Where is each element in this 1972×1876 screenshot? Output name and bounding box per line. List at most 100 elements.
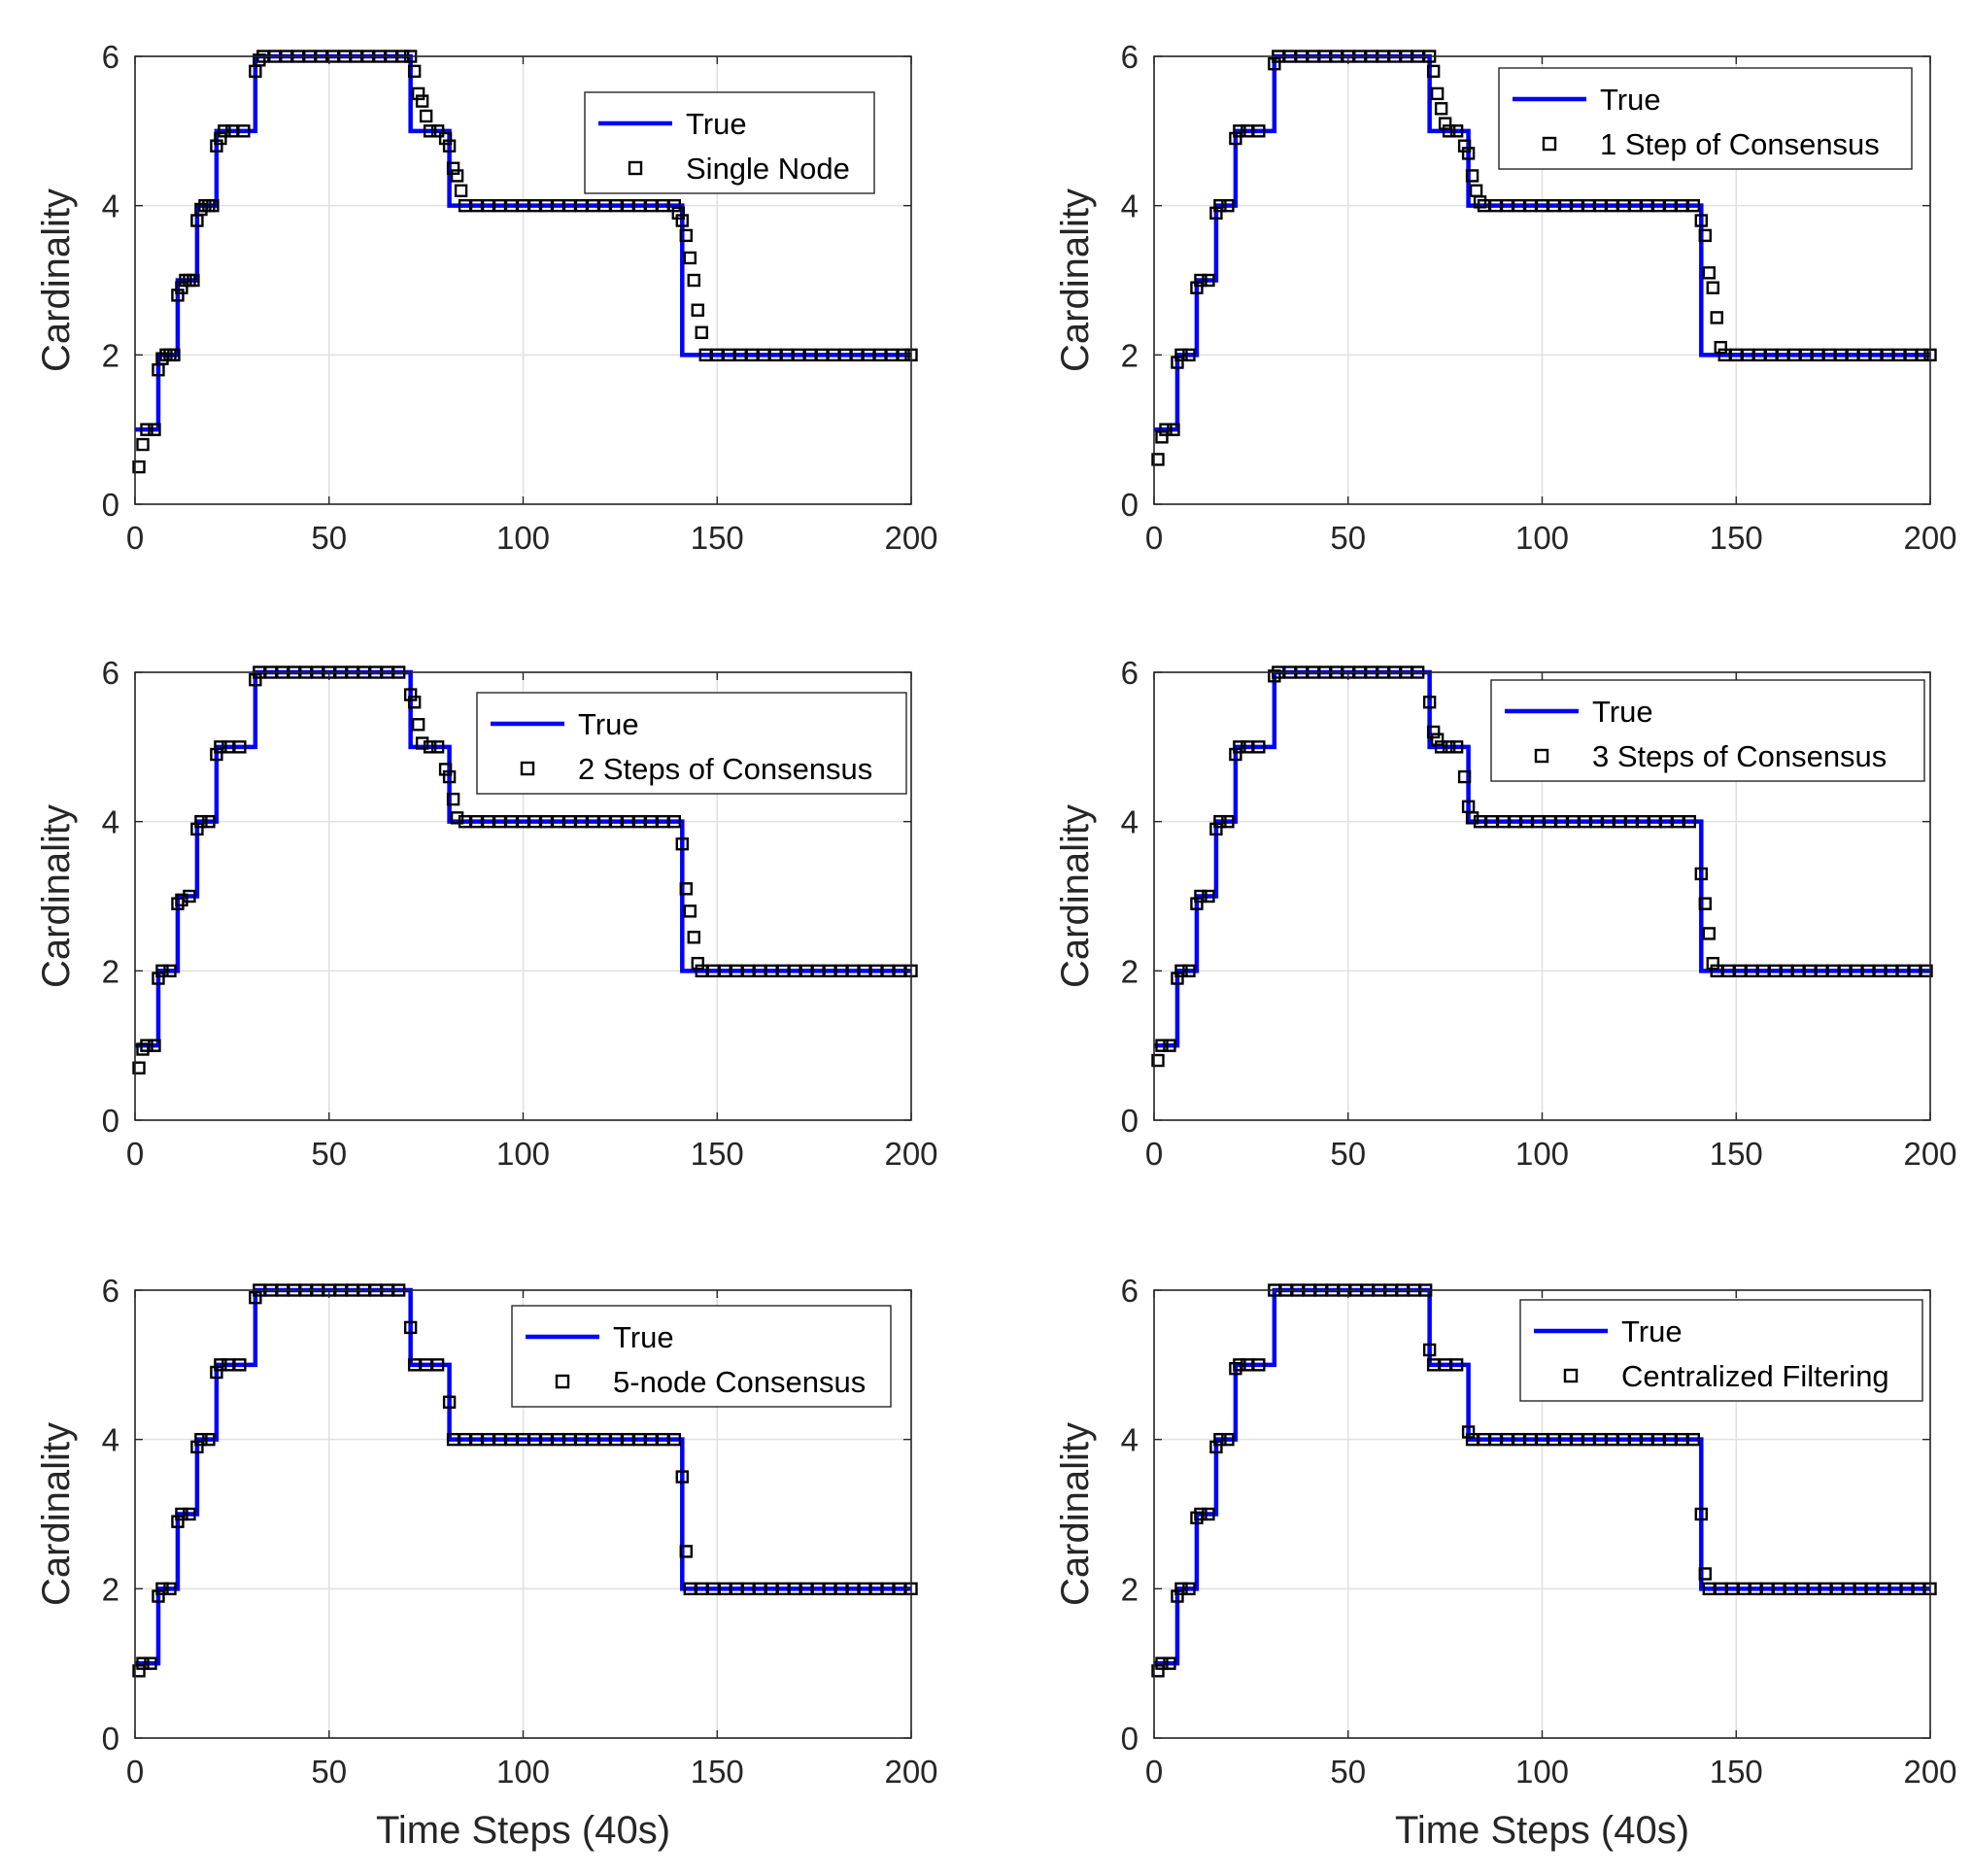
x-tick-label: 150	[1710, 520, 1763, 556]
estimate-marker	[1221, 1432, 1235, 1447]
y-axis-title: Cardinality	[1054, 188, 1097, 372]
legend: True Centralized Filtering	[1519, 1299, 1923, 1402]
y-axis-title: Cardinality	[35, 188, 78, 372]
estimate-marker	[1182, 964, 1196, 978]
y-tick-label: 6	[102, 655, 119, 691]
y-tick-label: 4	[1121, 1422, 1139, 1458]
estimate-marker	[1442, 740, 1456, 754]
estimate-marker	[1182, 1582, 1196, 1596]
estimate-marker	[1694, 1507, 1708, 1521]
estimate-marker	[675, 837, 689, 851]
x-tick-label: 200	[884, 1136, 937, 1172]
x-axis-title: Time Steps (40s)	[1395, 1809, 1689, 1852]
x-tick-label: 0	[1145, 1136, 1163, 1172]
legend-entry-true: True	[686, 107, 747, 141]
estimate-marker	[442, 1395, 457, 1409]
estimate-marker	[1233, 1358, 1246, 1372]
y-tick-label: 2	[1121, 1571, 1139, 1607]
estimate-marker	[136, 437, 150, 452]
estimate-marker	[1233, 740, 1246, 754]
estimate-marker	[667, 814, 682, 829]
estimate-marker	[237, 124, 251, 138]
estimate-marker	[1473, 195, 1487, 209]
estimate-marker	[1422, 696, 1437, 709]
legend-entry-true: True	[578, 707, 639, 741]
estimate-marker	[679, 1545, 693, 1558]
estimate-marker	[1430, 733, 1445, 746]
estimate-marker	[233, 1358, 247, 1372]
estimate-marker	[430, 740, 445, 754]
estimate-marker	[152, 972, 165, 985]
estimate-marker	[1702, 927, 1716, 940]
chart-panel-middle-right: 0 50 100 150 200 0 2 4 6 Cardinality True 3 Steps o…	[1054, 655, 1957, 1172]
estimate-marker	[190, 822, 204, 836]
estimate-marker	[1457, 139, 1472, 153]
estimate-marker	[1434, 740, 1448, 754]
x-tick-label: 50	[1330, 520, 1366, 556]
y-tick-label: 6	[102, 39, 119, 75]
estimate-marker	[1710, 311, 1723, 324]
estimate-marker	[438, 131, 453, 146]
estimate-marker	[1686, 198, 1701, 213]
estimate-marker	[1194, 1507, 1207, 1521]
estimate-marker	[1698, 897, 1712, 910]
estimate-marker	[163, 1582, 177, 1596]
estimate-marker	[1461, 1425, 1476, 1439]
y-tick-label: 0	[1121, 487, 1139, 523]
estimate-marker	[140, 1039, 153, 1052]
legend-entry-estimate: Single Node	[686, 152, 850, 186]
estimate-marker	[1252, 1358, 1266, 1372]
legend: True 1 Step of Consensus	[1498, 67, 1913, 170]
estimate-marker	[1229, 747, 1242, 762]
estimate-marker	[152, 1589, 165, 1603]
estimate-marker	[1209, 822, 1223, 836]
estimate-marker	[403, 688, 418, 701]
estimate-marker	[1194, 889, 1207, 904]
x-tick-label: 50	[311, 1754, 347, 1790]
estimate-marker	[1163, 1656, 1176, 1670]
estimate-marker	[1449, 1358, 1464, 1372]
estimate-marker	[171, 1515, 185, 1528]
estimate-marker	[1174, 348, 1188, 362]
estimate-marker	[194, 1432, 208, 1447]
estimate-marker	[1155, 430, 1169, 444]
x-tick-label: 50	[311, 1136, 347, 1172]
legend-marker-swatch	[1542, 136, 1557, 152]
x-axis-title: Time Steps (40s)	[376, 1809, 670, 1852]
estimate-marker	[187, 273, 200, 288]
legend-box	[584, 91, 875, 194]
estimate-marker	[233, 740, 247, 754]
estimate-marker	[175, 281, 188, 294]
estimate-marker	[136, 1656, 150, 1670]
estimate-marker	[1449, 124, 1464, 138]
estimate-marker	[691, 303, 704, 317]
estimate-marker	[1209, 206, 1223, 221]
estimate-marker	[442, 139, 457, 153]
estimate-marker	[1202, 889, 1215, 904]
y-tick-label: 4	[1121, 804, 1139, 840]
x-tick-label: 200	[1903, 1136, 1956, 1172]
estimate-marker	[687, 273, 700, 288]
estimate-marker	[1442, 124, 1456, 138]
estimate-marker	[1171, 1589, 1184, 1603]
x-tick-label: 0	[126, 1136, 144, 1172]
legend-entry-true: True	[1592, 695, 1653, 729]
x-tick-label: 150	[1710, 1136, 1763, 1172]
y-tick-label: 6	[1121, 1273, 1139, 1309]
estimate-marker	[1694, 214, 1708, 227]
estimate-marker	[1457, 769, 1472, 784]
estimate-marker	[183, 1507, 196, 1521]
estimate-marker	[1714, 340, 1727, 355]
estimate-marker	[1151, 1053, 1165, 1068]
x-tick-label: 200	[1903, 1754, 1956, 1790]
x-tick-label: 0	[126, 1754, 144, 1790]
estimate-marker	[683, 904, 697, 918]
estimate-marker	[1252, 740, 1266, 754]
estimate-marker	[667, 198, 682, 213]
estimate-marker	[249, 672, 262, 687]
legend: True 2 Steps of Consensus	[476, 692, 907, 795]
legend-box	[1490, 679, 1925, 782]
estimate-marker	[206, 198, 220, 213]
estimate-marker	[1252, 124, 1266, 138]
x-tick-label: 100	[1515, 520, 1569, 556]
